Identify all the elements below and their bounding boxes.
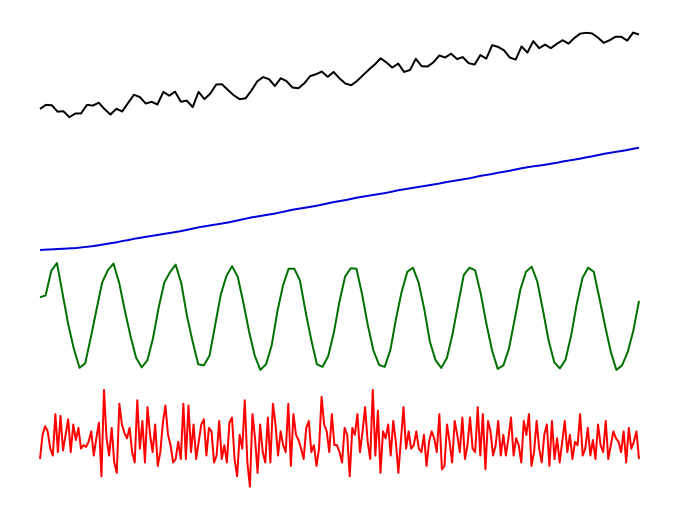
panel-2	[39, 146, 640, 251]
panel-3	[39, 262, 640, 371]
series-line-red	[39, 388, 640, 488]
series-line-blue	[39, 146, 640, 251]
panel-1	[39, 31, 640, 119]
series-line-green	[39, 262, 640, 371]
series-line-black	[39, 31, 640, 119]
panel-4	[39, 388, 640, 488]
